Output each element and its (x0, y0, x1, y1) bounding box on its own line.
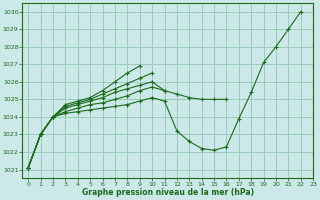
X-axis label: Graphe pression niveau de la mer (hPa): Graphe pression niveau de la mer (hPa) (82, 188, 254, 197)
